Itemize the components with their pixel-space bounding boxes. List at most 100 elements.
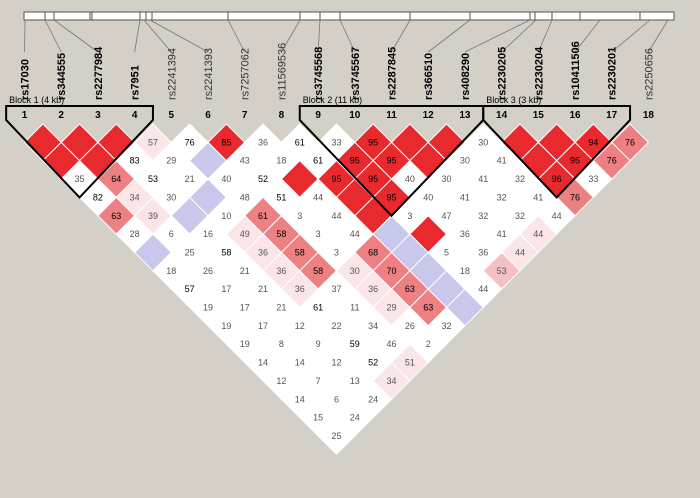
snp-name-label: rs366510 — [423, 53, 435, 100]
ld-cell-value: 44 — [515, 247, 525, 257]
ld-cell-value: 18 — [276, 156, 286, 166]
haplotype-block-label: Block 1 (4 kb) — [9, 95, 64, 105]
ld-cell-value: 24 — [368, 394, 378, 404]
ld-cell-value: 95 — [350, 156, 360, 166]
ld-cell-value: 37 — [331, 284, 341, 294]
snp-connector — [574, 19, 601, 53]
ld-cell-value: 96 — [552, 174, 562, 184]
snp-index-label: 5 — [169, 110, 175, 121]
ld-cell-value: 17 — [258, 321, 268, 331]
ld-cell-value: 58 — [221, 247, 231, 257]
haplotype-block-outline — [482, 105, 632, 199]
ld-cell-value: 19 — [221, 321, 231, 331]
ld-cell-value: 19 — [203, 303, 213, 313]
ld-cell-value: 58 — [313, 266, 323, 276]
ld-cell-value: 41 — [460, 192, 470, 202]
ld-cell-value: 58 — [295, 247, 305, 257]
snp-index-label: 1 — [22, 110, 28, 121]
snp-name-label: rs10411506 — [570, 41, 582, 100]
snp-index-label: 3 — [95, 110, 101, 121]
ld-cell-value: 18 — [166, 266, 176, 276]
ld-cell-value: 44 — [552, 211, 562, 221]
snp-connector — [501, 19, 537, 53]
snp-connector — [339, 19, 356, 53]
ld-cell-value: 40 — [221, 174, 231, 184]
ld-cell-value: 3 — [297, 211, 302, 221]
ld-cell-value: 30 — [460, 156, 470, 166]
ld-cell-value: 12 — [295, 321, 305, 331]
ld-cell-value: 82 — [93, 192, 103, 202]
ld-cell-value: 10 — [221, 211, 231, 221]
ld-cell-value: 95 — [386, 192, 396, 202]
snp-connector — [44, 19, 62, 53]
ld-cell-value: 63 — [405, 284, 415, 294]
ld-cell-value: 18 — [460, 266, 470, 276]
ld-cell-value: 6 — [334, 394, 339, 404]
haplotype-block-outline — [5, 105, 154, 199]
ld-cell-value: 9 — [316, 339, 321, 349]
ld-cell-value: 70 — [386, 266, 396, 276]
snp-index-label: 2 — [58, 110, 64, 121]
snp-index-label: 10 — [349, 110, 361, 121]
snp-name-label: rs2241393 — [203, 48, 215, 100]
ld-cell-value: 28 — [130, 229, 140, 239]
genome-position-bar — [23, 11, 675, 21]
ld-cell-value: 30 — [166, 192, 176, 202]
ld-cell-value: 76 — [570, 192, 580, 202]
snp-connector — [464, 19, 531, 53]
ld-cell-value: 6 — [169, 229, 174, 239]
ld-cell-value: 41 — [533, 192, 543, 202]
genome-bar-track — [23, 11, 675, 21]
ld-cell-value: 44 — [331, 211, 341, 221]
ld-cell-value: 35 — [75, 174, 85, 184]
snp-index-label: 6 — [205, 110, 211, 121]
ld-cell-value: 76 — [625, 137, 635, 147]
ld-cell-value: 49 — [240, 229, 250, 239]
snp-connector — [391, 19, 411, 53]
snp-name-label: rs408290 — [460, 53, 472, 100]
snp-index-label: 14 — [496, 110, 508, 121]
ld-cell-value: 41 — [497, 156, 507, 166]
ld-cell-value: 14 — [258, 358, 268, 368]
snp-name-label: rs3745567 — [350, 47, 362, 100]
ld-cell-value: 12 — [276, 376, 286, 386]
ld-cell-value: 7 — [316, 376, 321, 386]
ld-cell-value: 29 — [386, 303, 396, 313]
ld-cell-value: 36 — [258, 137, 268, 147]
snp-index-labels: 1 2 3 4 5 6 7 8 9 10 11 12 13 14 15 16 17 18 — [22, 110, 655, 121]
snp-index-label: 17 — [606, 110, 618, 121]
ld-cell-value: 13 — [350, 376, 360, 386]
ld-cell-value: 41 — [478, 174, 488, 184]
snp-connector — [134, 19, 141, 53]
ld-cell-value: 3 — [334, 247, 339, 257]
ld-cell-value: 63 — [111, 211, 121, 221]
ld-cell-value: 57 — [148, 137, 158, 147]
snp-index-label: 15 — [533, 110, 545, 121]
ld-cell-value: 63 — [423, 303, 433, 313]
ld-cell-value: 14 — [295, 394, 305, 404]
snp-connector — [648, 19, 669, 53]
snp-name-labels: rs17030 rs344555 rs2277984 rs7951 rs2241394 r… — [20, 41, 656, 100]
ld-cell-value: 17 — [240, 303, 250, 313]
ld-cell-value: 34 — [130, 192, 140, 202]
ld-cell-value: 3 — [407, 211, 412, 221]
haplotype-blocks: Block 1 (4 kb) Block 2 (11 kb) Block 3 (3 … — [5, 95, 632, 218]
ld-cell-value: 21 — [258, 284, 268, 294]
ld-cell-value: 36 — [295, 284, 305, 294]
snp-index-label: 13 — [459, 110, 471, 121]
ld-cell-value: 53 — [497, 266, 507, 276]
ld-cell-value: 15 — [313, 413, 323, 423]
snp-name-label: rs2230204 — [533, 46, 545, 100]
snp-index-label: 18 — [643, 110, 655, 121]
ld-cell-value: 95 — [331, 174, 341, 184]
snp-connector — [149, 19, 209, 53]
ld-cell-value: 11 — [350, 303, 359, 313]
ld-cell-value: 41 — [497, 229, 507, 239]
ld-cell-value: 44 — [350, 229, 360, 239]
ld-cell-value: 43 — [240, 156, 250, 166]
snp-connector — [427, 19, 471, 53]
ld-cell-value: 34 — [386, 376, 396, 386]
ld-cell-value: 22 — [331, 321, 341, 331]
ld-cell-value: 32 — [515, 174, 525, 184]
